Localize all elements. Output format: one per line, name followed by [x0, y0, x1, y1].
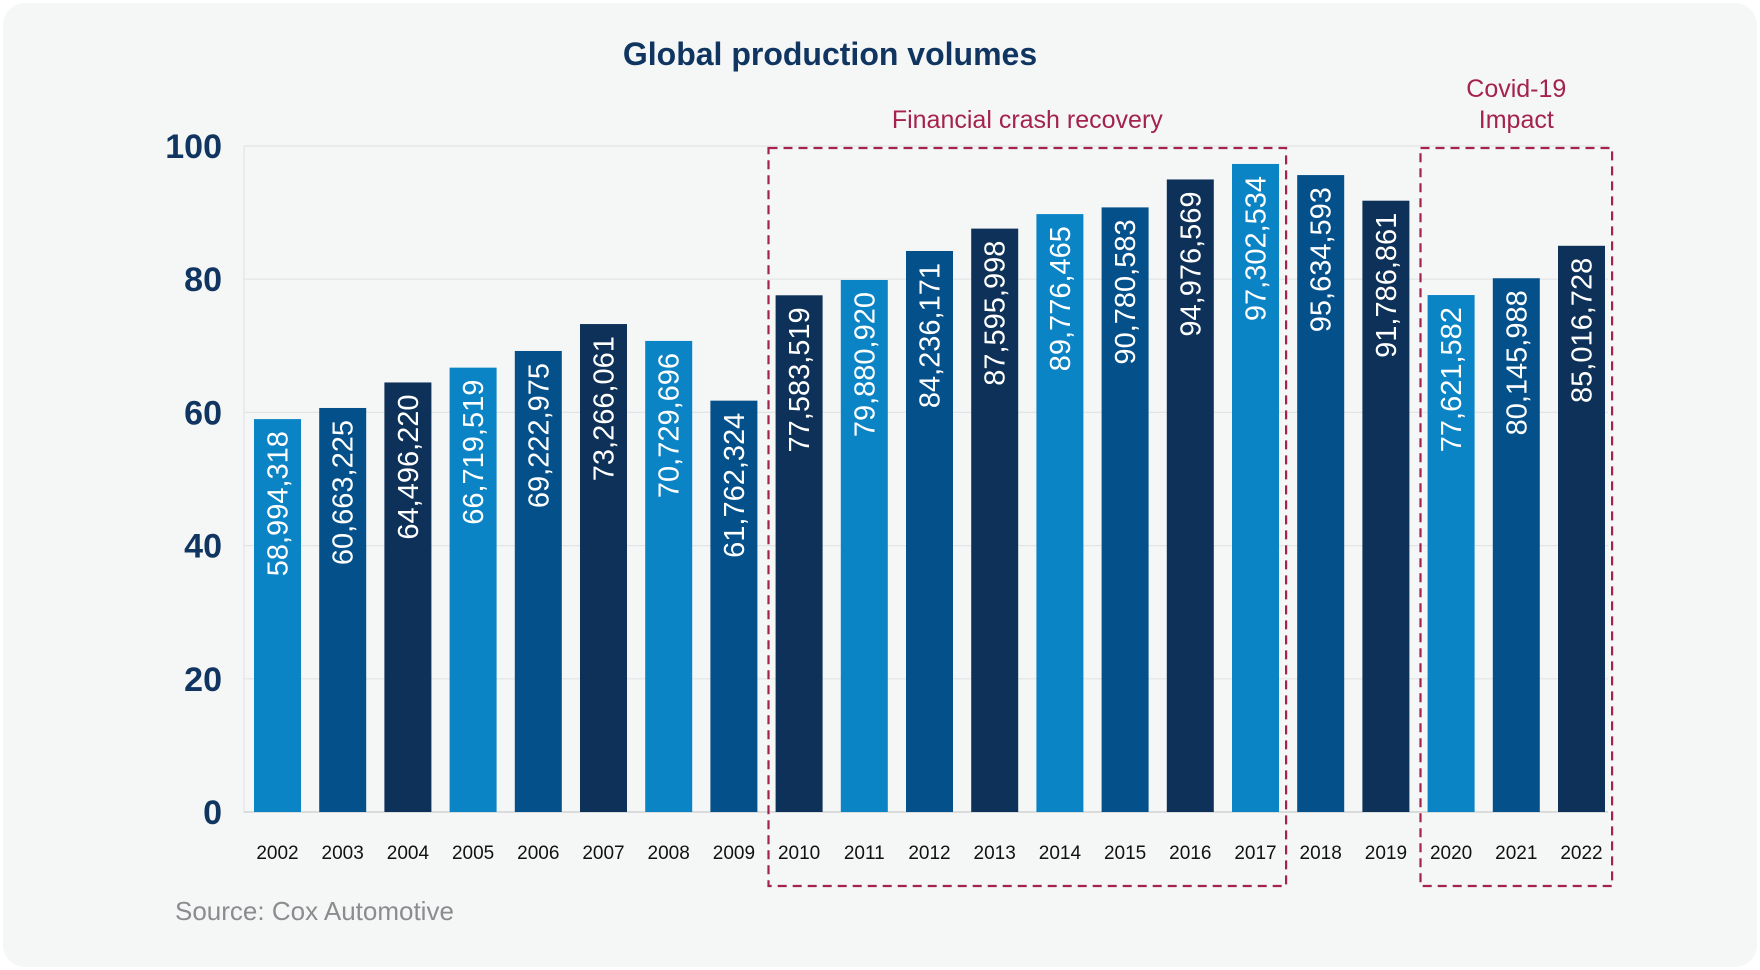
bar: [1558, 245, 1605, 813]
y-tick-label: 0: [203, 794, 222, 832]
bar: [1232, 163, 1279, 813]
bar: [514, 350, 562, 812]
data-label: 95,634,593: [1306, 187, 1338, 332]
source-note: Source: Cox Automotive: [175, 896, 454, 926]
bar: [319, 407, 367, 812]
x-tick-label: 2009: [713, 843, 755, 864]
data-label: 80,145,988: [1501, 290, 1533, 435]
data-label: 97,302,534: [1241, 176, 1273, 321]
annotation-label: Financial crash recovery: [892, 106, 1163, 134]
x-tick-label: 2013: [974, 843, 1016, 864]
bar: [1036, 214, 1084, 812]
data-label: 73,266,061: [589, 336, 621, 481]
x-tick-label: 2021: [1495, 843, 1537, 864]
data-label: 58,994,318: [263, 431, 295, 576]
bar: [710, 400, 758, 812]
data-label: 91,786,861: [1371, 213, 1403, 358]
x-tick-label: 2019: [1365, 843, 1407, 864]
bar: [1297, 175, 1345, 812]
bar: [840, 279, 888, 813]
data-label: 90,780,583: [1110, 219, 1142, 364]
bar: [906, 250, 953, 812]
data-label: 60,663,225: [328, 420, 360, 565]
bar: [449, 367, 497, 812]
bar: [1427, 295, 1475, 812]
data-label: 85,016,728: [1567, 258, 1599, 403]
x-tick-label: 2017: [1234, 843, 1276, 864]
annotation-box: [1419, 146, 1614, 888]
data-label: 69,222,975: [523, 363, 555, 508]
chart-title: Global production volumes: [622, 36, 1038, 72]
x-tick-label: 2006: [517, 843, 559, 864]
bar: [1166, 179, 1214, 812]
y-tick-label: 100: [165, 128, 222, 166]
annotation-label: Covid-19: [1466, 75, 1566, 103]
x-tick-label: 2022: [1560, 843, 1602, 864]
data-label: 64,496,220: [393, 394, 425, 539]
x-tick-label: 2020: [1430, 843, 1472, 864]
bar: [775, 295, 823, 812]
bar: [580, 324, 627, 812]
bar: [1492, 278, 1540, 812]
x-tick-label: 2018: [1300, 843, 1342, 864]
x-tick-label: 2014: [1039, 843, 1082, 864]
data-label: 89,776,465: [1045, 226, 1077, 371]
bar: [1101, 207, 1149, 813]
bar: [384, 382, 432, 812]
x-tick-label: 2015: [1104, 843, 1146, 864]
y-tick-label: 40: [184, 528, 222, 566]
x-tick-label: 2007: [582, 843, 624, 864]
bar: [645, 340, 693, 812]
y-tick-label: 60: [184, 394, 222, 432]
x-tick-label: 2003: [322, 843, 364, 864]
x-tick-label: 2011: [844, 843, 885, 864]
data-label: 94,976,569: [1175, 191, 1207, 336]
bar: [1362, 200, 1410, 812]
data-label: 61,762,324: [719, 413, 751, 558]
data-label: 87,595,998: [980, 241, 1012, 386]
bar: [971, 228, 1019, 812]
data-label: 79,880,920: [849, 292, 881, 437]
data-label: 66,719,519: [458, 380, 490, 525]
x-tick-label: 2002: [256, 843, 298, 864]
x-tick-label: 2010: [778, 843, 820, 864]
y-tick-label: 20: [184, 661, 222, 699]
y-tick-label: 80: [184, 261, 222, 299]
data-label: 70,729,696: [654, 353, 686, 498]
data-label: 84,236,171: [915, 263, 947, 408]
x-tick-label: 2008: [648, 843, 690, 864]
data-label: 77,621,582: [1436, 307, 1468, 452]
x-tick-label: 2016: [1169, 843, 1211, 864]
x-tick-label: 2004: [387, 843, 430, 864]
x-tick-label: 2012: [908, 843, 950, 864]
x-tick-label: 2005: [452, 843, 494, 864]
bar: [254, 419, 301, 812]
data-label: 77,583,519: [784, 307, 816, 452]
annotation-label: Impact: [1479, 106, 1554, 134]
annotation-box: [767, 146, 1288, 888]
